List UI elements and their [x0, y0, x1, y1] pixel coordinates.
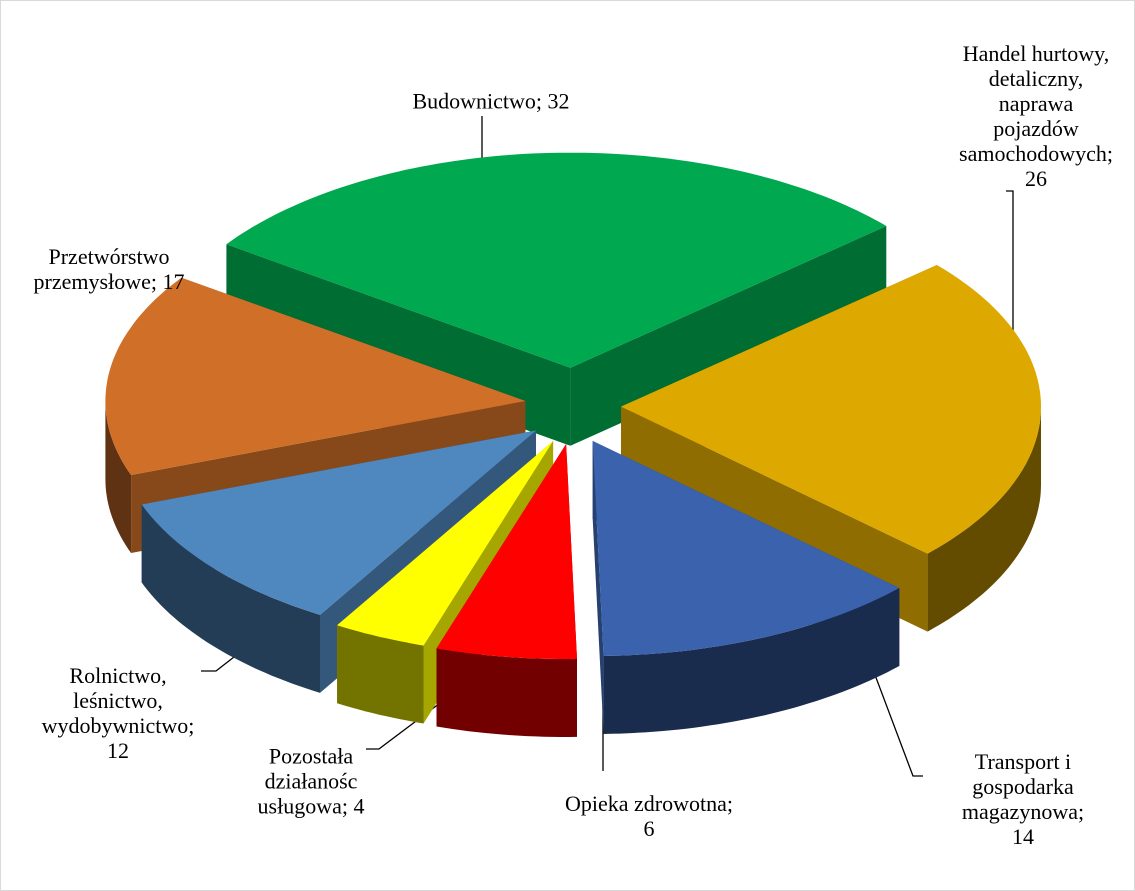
slice-side	[603, 588, 900, 734]
slice	[226, 152, 887, 368]
slice-side	[436, 648, 577, 737]
data-label: Rolnictwo, leśnictwo, wydobywnictwo; 12	[41, 663, 195, 763]
slice	[141, 430, 536, 615]
pie	[105, 152, 1041, 737]
data-label: Transport i gospodarka magazynowa; 14	[961, 749, 1085, 849]
slice	[436, 444, 577, 659]
slice	[592, 441, 900, 656]
slice-side	[141, 504, 320, 693]
slice-edge	[570, 226, 887, 446]
leader-lines	[201, 116, 1014, 777]
data-label: Handel hurtowy, detaliczny, naprawa poja…	[959, 41, 1113, 191]
slice-edge	[592, 441, 604, 734]
leader-line	[865, 650, 923, 777]
leader-line	[1006, 190, 1014, 331]
slice-side	[337, 625, 424, 724]
data-label: Pozostała działanośc usługowa; 4	[257, 743, 365, 819]
data-label: Budownictwo; 32	[412, 88, 570, 114]
slice-side	[105, 401, 132, 553]
slice	[337, 441, 554, 646]
slice	[105, 277, 526, 475]
data-label: Opieka zdrowotna; 6	[565, 791, 733, 841]
slice	[621, 265, 1041, 554]
data-label: Przetwórstwo przemysłowe; 17	[33, 244, 185, 294]
slice-side	[927, 406, 1041, 632]
